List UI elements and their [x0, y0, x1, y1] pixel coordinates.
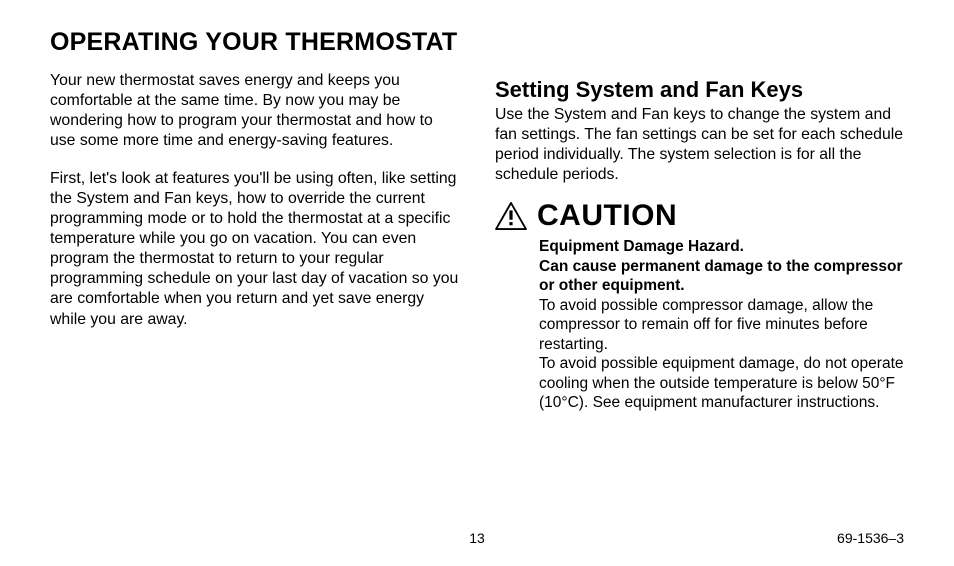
caution-hazard-title: Equipment Damage Hazard.: [539, 237, 904, 257]
page: OPERATING YOUR THERMOSTAT Your new therm…: [0, 0, 954, 566]
caution-header: CAUTION: [495, 199, 904, 233]
page-title: OPERATING YOUR THERMOSTAT: [50, 28, 904, 57]
right-column: Setting System and Fan Keys Use the Syst…: [495, 71, 904, 413]
content-columns: Your new thermostat saves energy and kee…: [50, 71, 904, 413]
caution-instruction-2: To avoid possible equipment damage, do n…: [539, 354, 904, 413]
caution-word: CAUTION: [537, 199, 677, 233]
section-paragraph: Use the System and Fan keys to change th…: [495, 105, 904, 185]
page-footer: 13 69-1536–3: [0, 530, 954, 546]
caution-block: CAUTION Equipment Damage Hazard. Can cau…: [495, 199, 904, 413]
page-number: 13: [469, 530, 485, 546]
caution-hazard-subtitle: Can cause permanent damage to the compre…: [539, 257, 904, 296]
left-column: Your new thermostat saves energy and kee…: [50, 71, 459, 413]
caution-instruction-1: To avoid possible compressor damage, all…: [539, 296, 904, 355]
document-id: 69-1536–3: [837, 530, 904, 546]
intro-paragraph-1: Your new thermostat saves energy and kee…: [50, 71, 459, 151]
warning-triangle-icon: [495, 202, 527, 230]
section-title: Setting System and Fan Keys: [495, 77, 904, 103]
intro-paragraph-2: First, let's look at features you'll be …: [50, 169, 459, 329]
caution-body: Equipment Damage Hazard. Can cause perma…: [495, 237, 904, 413]
